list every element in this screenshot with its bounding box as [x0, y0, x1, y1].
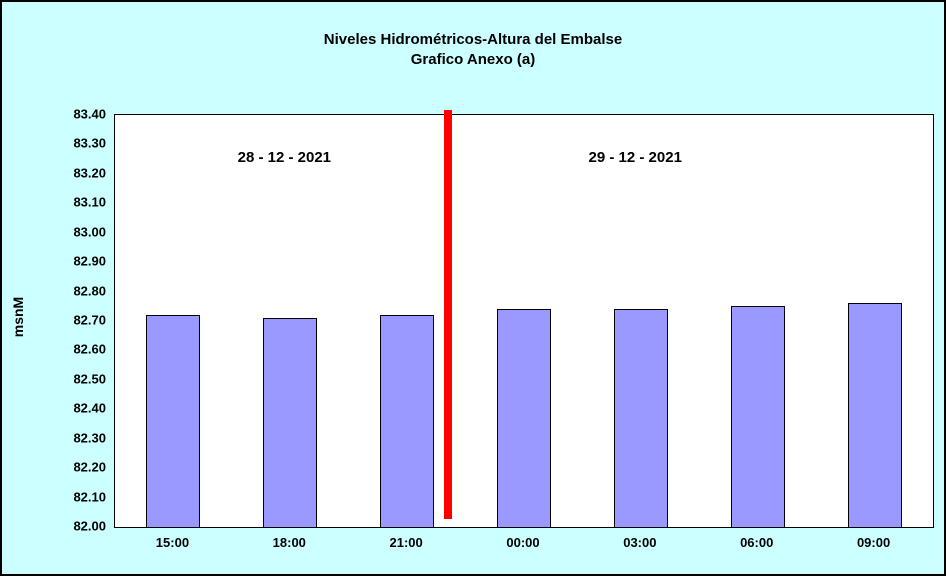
x-tick-label: 00:00: [506, 535, 540, 550]
bar-09:00: [847, 303, 902, 527]
x-tick-label: 21:00: [389, 535, 423, 550]
x-tick-label: 06:00: [740, 535, 774, 550]
bar-21:00: [380, 315, 435, 527]
bar-03:00: [613, 309, 668, 527]
chart-title-line1: Niveles Hidrométricos-Altura del Embalse: [323, 31, 623, 48]
chart-title-line2: Grafico Anexo (a): [410, 51, 536, 68]
y-tick-label: 82.50: [73, 371, 106, 387]
date-separator-line: [443, 110, 452, 519]
y-tick-label: 83.00: [73, 224, 106, 240]
bar-18:00: [263, 318, 318, 527]
y-tick-label: 83.30: [73, 135, 106, 151]
x-tick-label: 15:00: [155, 535, 190, 550]
y-axis: 82.00 82.10 82.20 82.30 82.40 82.50 82.60 82.70…: [2, 107, 106, 534]
y-tick-label: 82.70: [73, 312, 106, 328]
x-tick-label: 03:00: [623, 535, 657, 550]
date-annotation: 28 - 12 - 2021: [237, 149, 332, 166]
plot-area: 28 - 12 - 2021 29 - 12 - 2021: [114, 110, 934, 528]
bar-00:00: [497, 309, 551, 527]
y-tick-label: 83.40: [73, 106, 106, 122]
y-tick-label: 82.80: [73, 283, 106, 299]
x-tick-label: 09:00: [856, 535, 891, 550]
y-tick-label: 83.10: [73, 194, 106, 210]
chart-title: Niveles Hidrométricos-Altura del Embalse…: [2, 30, 944, 70]
y-tick-label: 82.40: [73, 400, 106, 416]
bar-06:00: [730, 306, 785, 527]
x-axis: 15:00 18:00 21:00 00:00 03:00 06:00 09:00: [114, 533, 932, 559]
x-tick-label: 18:00: [272, 535, 306, 550]
y-tick-label: 83.20: [73, 165, 106, 181]
y-tick-label: 82.30: [73, 430, 106, 446]
date-annotation: 29 - 12 - 2021: [588, 149, 682, 166]
y-tick-label: 82.20: [73, 459, 106, 475]
bar-15:00: [146, 315, 201, 527]
y-tick-label: 82.90: [73, 253, 106, 269]
y-tick-label: 82.00: [73, 518, 106, 534]
y-tick-label: 82.60: [73, 341, 106, 357]
y-tick-label: 82.10: [73, 489, 106, 505]
